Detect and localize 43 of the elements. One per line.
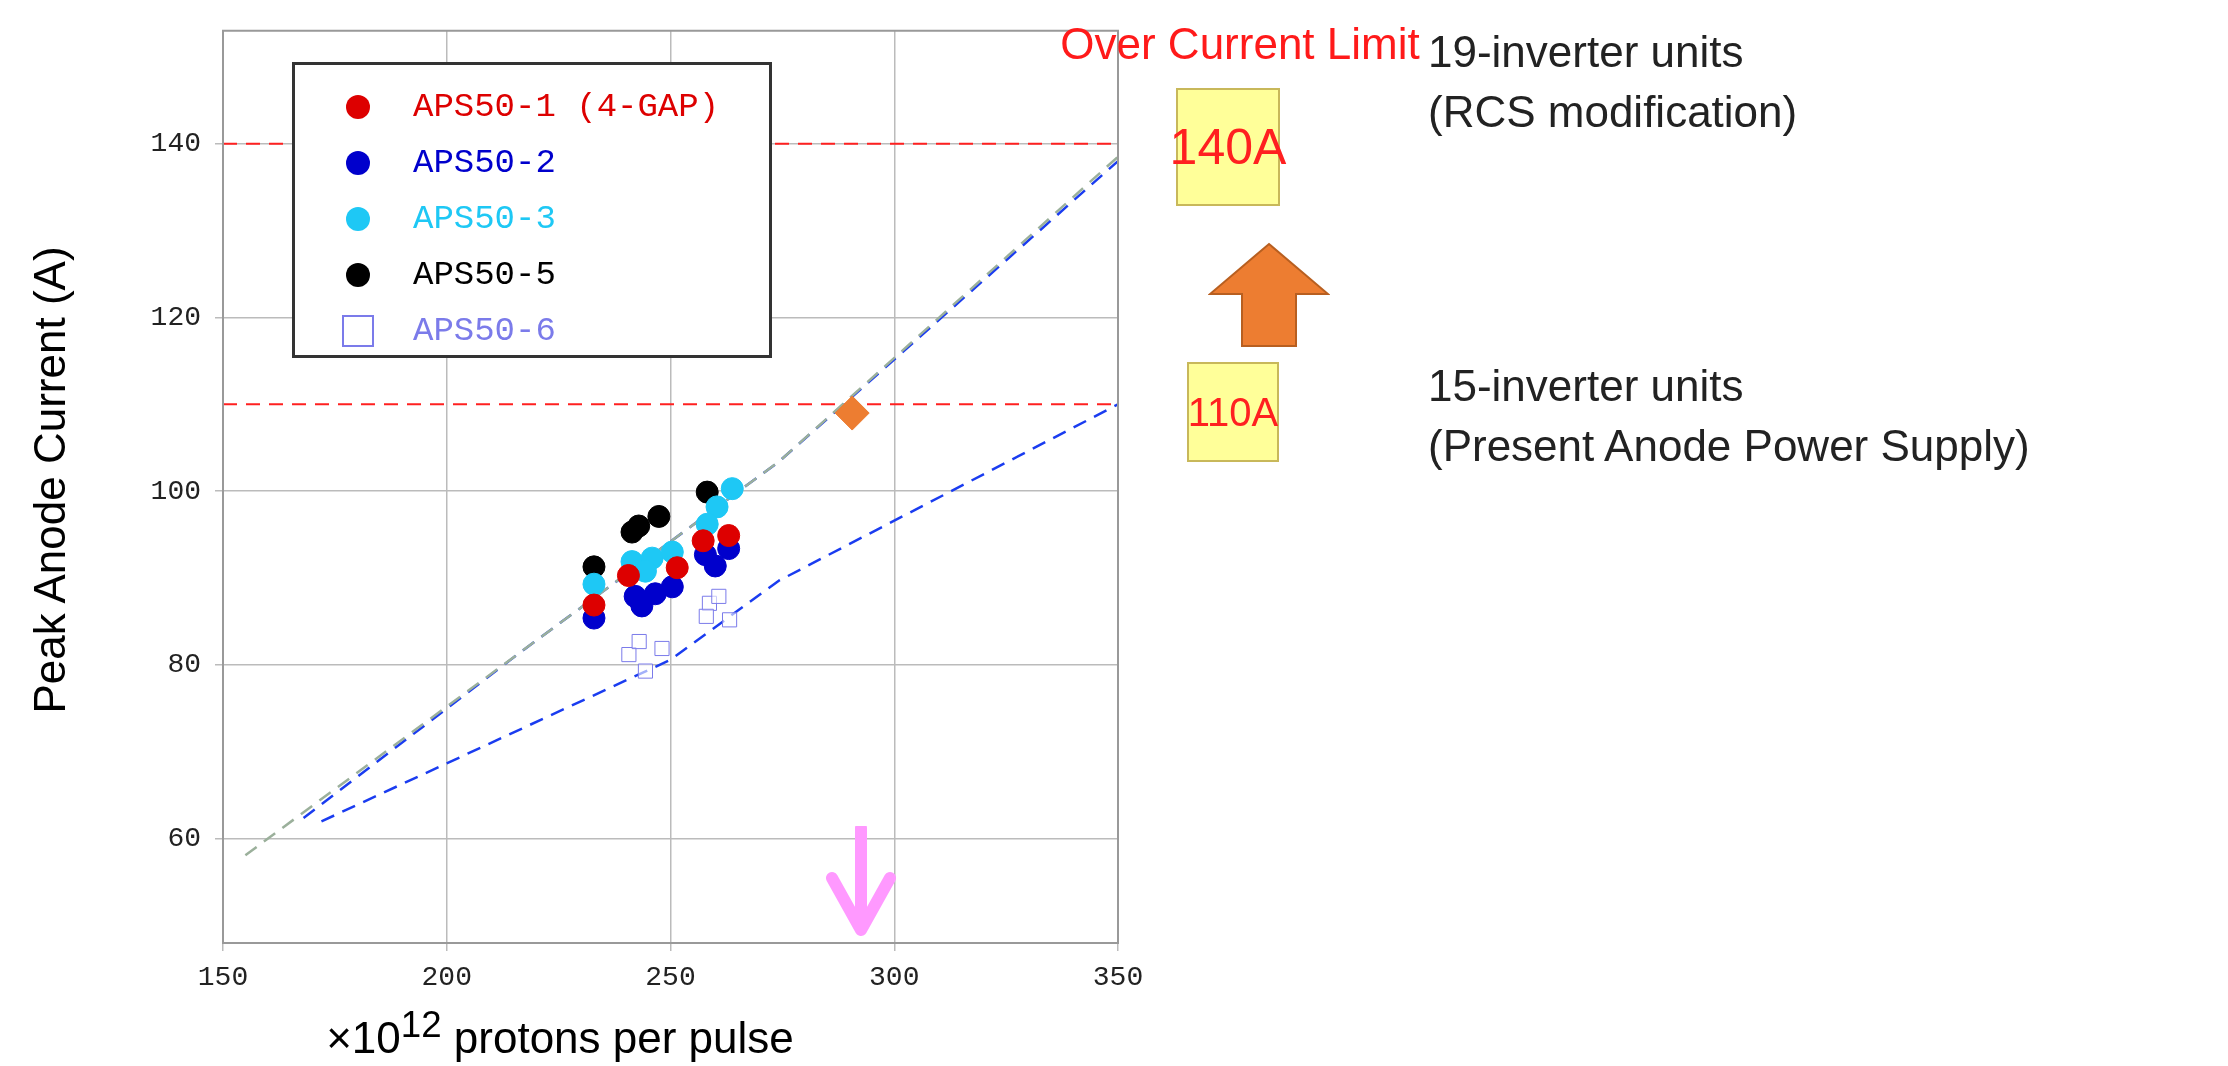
point (582, 572, 606, 596)
text: 15-inverter units (Present Anode Power Supply) (1428, 360, 2031, 472)
legend-label: APS50-1 (4-GAP) (413, 88, 720, 126)
x-tick-label: 350 (1092, 962, 1144, 994)
y-tick-label: 140 (150, 128, 201, 160)
point (582, 593, 606, 617)
y-tick-label: 120 (150, 301, 201, 333)
point (660, 575, 684, 599)
x-tick-label: 300 (869, 962, 920, 994)
y-tick-label: 100 (150, 475, 201, 507)
ref-line-label: 110A (1187, 362, 1279, 462)
point (717, 524, 741, 548)
point (665, 556, 689, 580)
point (621, 647, 637, 663)
ref-line-label: 140A (1169, 118, 1287, 177)
y-tick-label: 80 (167, 649, 201, 681)
legend-label: APS50-2 (413, 144, 556, 182)
legend-label: APS50-6 (413, 312, 556, 350)
point (616, 564, 640, 588)
point (720, 477, 744, 501)
point (834, 395, 870, 431)
x-axis-title: ×10$^{12}$ protons per pulse (325, 1003, 795, 1064)
point (620, 520, 644, 544)
y-tick-label: 60 (167, 823, 201, 855)
point (647, 504, 671, 528)
point (631, 633, 647, 650)
point (637, 663, 654, 679)
x-tick-label: 250 (645, 962, 696, 994)
legend-label: APS50-5 (413, 256, 556, 294)
point (654, 640, 670, 657)
legend-label: APS50-3 (413, 200, 556, 238)
point (705, 495, 729, 519)
x-tick-label: 150 (197, 962, 249, 994)
point (711, 588, 727, 604)
line-series (320, 403, 1118, 823)
y-axis-title: Peak Anode Current (A) (24, 245, 75, 716)
annotation: Over Current Limit (1060, 19, 1420, 68)
point (722, 612, 738, 628)
point (691, 529, 715, 553)
point (698, 608, 714, 624)
text: 19-inverter units (RCS modification) (1428, 26, 1799, 138)
x-tick-label: 200 (421, 962, 472, 994)
point (703, 554, 727, 578)
